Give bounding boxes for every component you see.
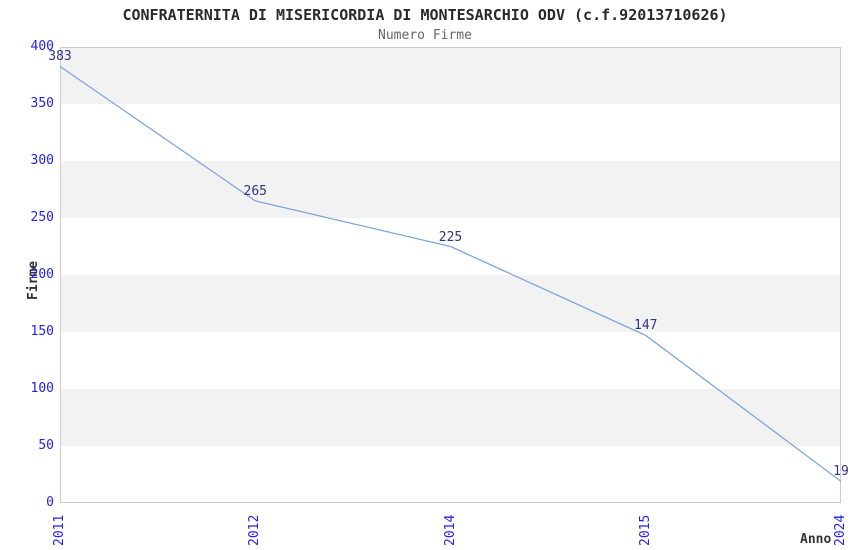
x-tick-label: 2015 bbox=[637, 514, 653, 546]
y-tick-label: 150 bbox=[30, 324, 54, 339]
x-tick-label: 2011 bbox=[52, 514, 67, 546]
data-point-label: 147 bbox=[634, 318, 658, 334]
chart-title: CONFRATERNITA DI MISERICORDIA DI MONTESA… bbox=[122, 6, 728, 24]
x-tick-label: 2014 bbox=[442, 514, 458, 546]
data-point-label: 383 bbox=[48, 49, 72, 65]
chart-subtitle: Numero Firme bbox=[378, 28, 472, 43]
y-tick-label: 350 bbox=[30, 96, 54, 111]
data-point-label: 265 bbox=[243, 183, 267, 199]
line-series bbox=[59, 65, 842, 482]
x-tick-label: 2024 bbox=[833, 514, 848, 546]
x-tick-label: 2012 bbox=[247, 514, 263, 546]
plot-area bbox=[59, 47, 842, 503]
data-point-label: 225 bbox=[438, 229, 463, 245]
y-tick-label: 300 bbox=[30, 153, 54, 168]
y-tick-label: 50 bbox=[38, 438, 54, 453]
y-tick-label: 0 bbox=[46, 495, 54, 510]
line-series-svg bbox=[59, 65, 842, 482]
y-tick-label: 400 bbox=[30, 39, 54, 54]
data-point-label: 19 bbox=[833, 464, 849, 480]
y-tick-label: 100 bbox=[30, 381, 54, 396]
y-tick-label: 250 bbox=[30, 210, 54, 225]
x-axis-title: Anno bbox=[800, 532, 832, 547]
y-tick-label: 200 bbox=[30, 267, 54, 282]
